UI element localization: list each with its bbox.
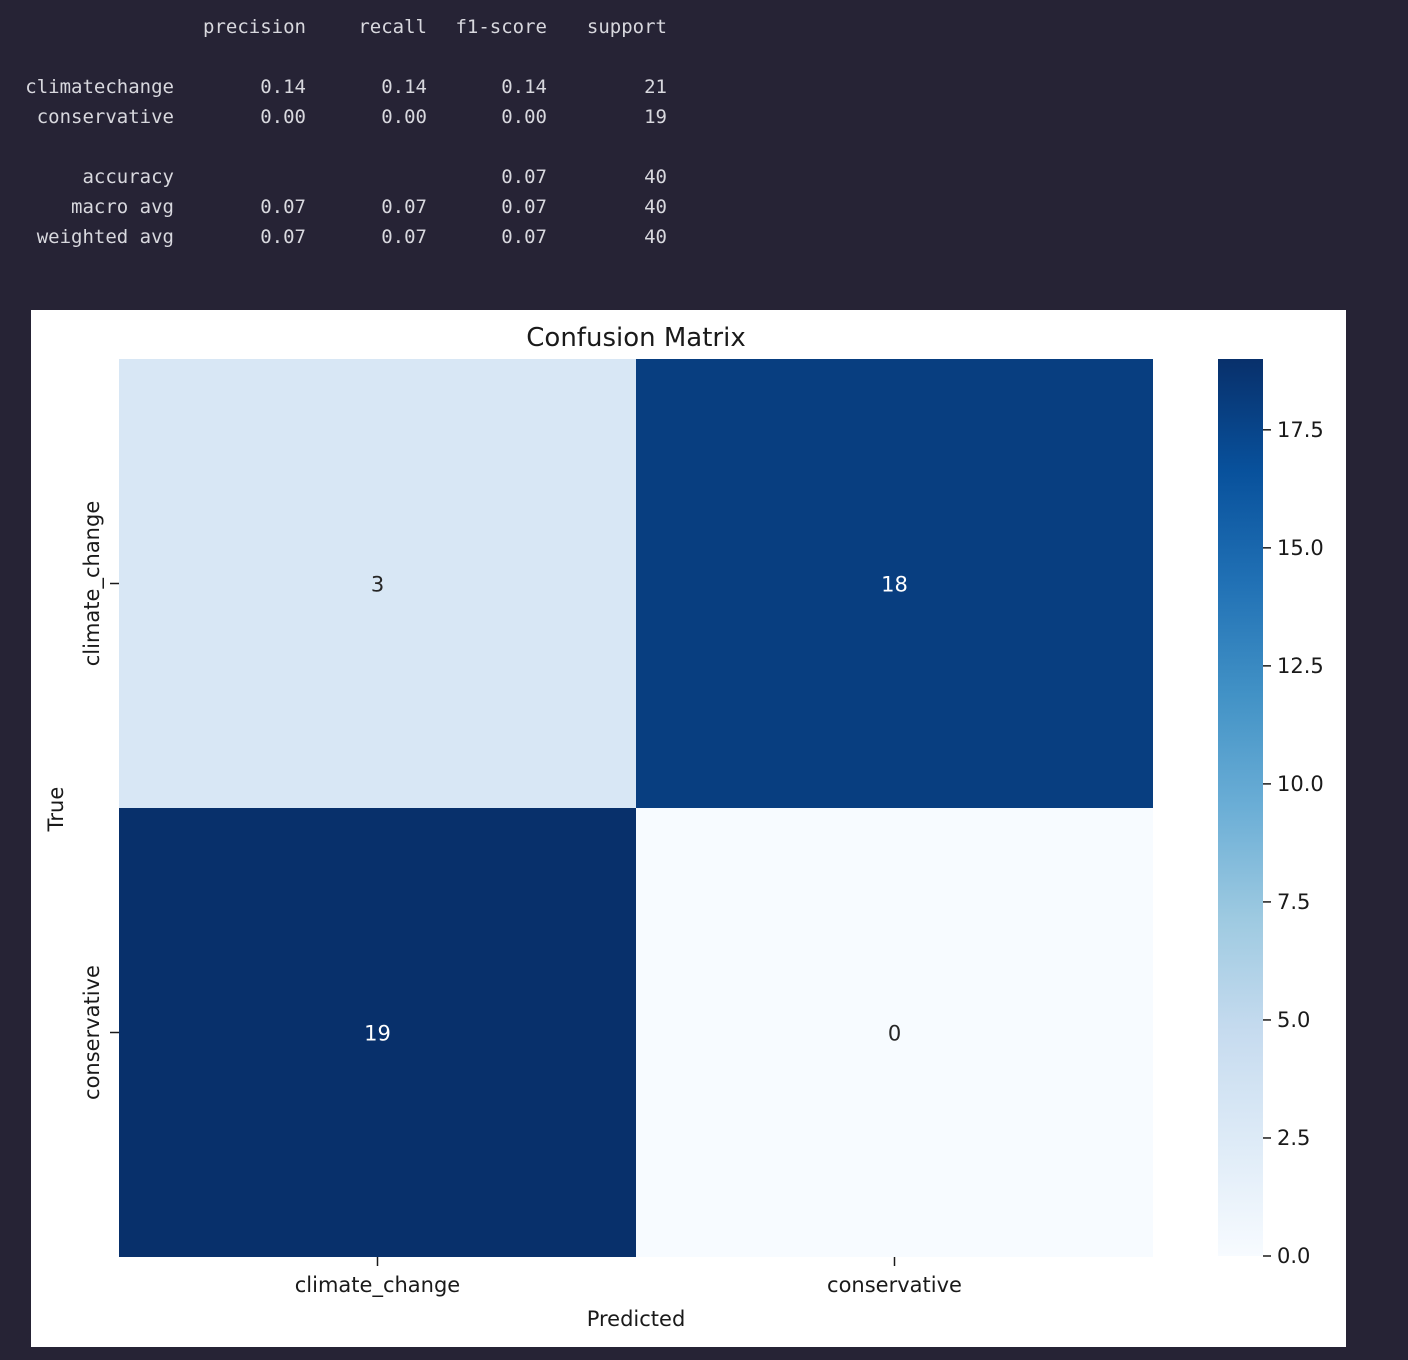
x-axis-label: Predicted [587, 1307, 686, 1331]
colorbar-tick-label: 15.0 [1277, 536, 1324, 560]
report-cell: 0.14 [260, 76, 306, 98]
cell-value-label: 19 [364, 1022, 391, 1046]
report-row-label: conservative [36, 106, 174, 128]
report-cell: 40 [644, 196, 667, 218]
cell-value-label: 18 [881, 573, 908, 597]
colorbar-tick-label: 7.5 [1277, 890, 1310, 914]
report-cell: 0.07 [260, 196, 306, 218]
colorbar-tick-label: 5.0 [1277, 1008, 1310, 1032]
colorbar-tick-label: 2.5 [1277, 1126, 1310, 1150]
report-row-label: climatechange [25, 76, 174, 98]
colorbar-tick-label: 0.0 [1277, 1244, 1310, 1268]
heatmap-cell [636, 808, 1153, 1257]
y-tick-label: conservative [80, 965, 104, 1100]
report-cell: 40 [644, 166, 667, 188]
report-cell: 0.14 [381, 76, 427, 98]
colorbar-tick-label: 17.5 [1277, 418, 1324, 442]
cell-value-label: 3 [371, 573, 384, 597]
report-cell: 0.07 [260, 226, 306, 248]
report-cell: 0.07 [501, 226, 547, 248]
report-cell: 0.07 [381, 226, 427, 248]
report-header: support [586, 16, 667, 38]
report-cell: 19 [644, 106, 667, 128]
heatmap-cell [636, 359, 1153, 808]
report-header: f1-score [455, 16, 547, 38]
cell-value-label: 0 [888, 1022, 901, 1046]
classification-report: precision recall f1-score support climatecha… [0, 0, 700, 290]
report-cell: 40 [644, 226, 667, 248]
x-tick-label: climate_change [295, 1273, 460, 1298]
colorbar-tick-label: 12.5 [1277, 654, 1324, 678]
report-cell: 21 [644, 76, 667, 98]
report-cell: 0.14 [501, 76, 547, 98]
report-header: precision [203, 16, 306, 38]
confusion-matrix-figure: Confusion Matrix 3 18 19 0 climate_change co… [31, 310, 1346, 1347]
report-cell: 0.00 [260, 106, 306, 128]
colorbar [1218, 359, 1263, 1256]
heatmap-cell [119, 808, 636, 1257]
report-row-label: weighted avg [36, 226, 174, 248]
report-header: recall [358, 16, 427, 38]
colorbar-tick-label: 10.0 [1277, 772, 1324, 796]
y-tick-label: climate_change [80, 501, 105, 666]
report-row-label: macro avg [71, 196, 174, 218]
y-axis-label: True [44, 787, 68, 833]
x-tick-label: conservative [827, 1273, 962, 1297]
report-cell: 0.07 [381, 196, 427, 218]
report-cell: 0.07 [501, 166, 547, 188]
chart-title: Confusion Matrix [526, 323, 745, 353]
report-cell: 0.00 [381, 106, 427, 128]
report-row-label: accuracy [82, 166, 174, 188]
report-cell: 0.07 [501, 196, 547, 218]
heatmap-cell [119, 359, 636, 808]
report-cell: 0.00 [501, 106, 547, 128]
